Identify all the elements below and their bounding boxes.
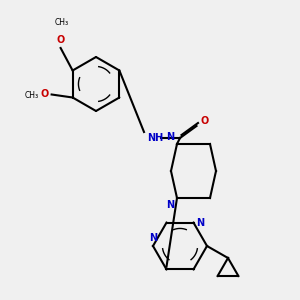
Text: CH₃: CH₃ — [55, 18, 69, 27]
Text: O: O — [201, 116, 209, 127]
Text: N: N — [196, 218, 205, 228]
Text: NH: NH — [147, 133, 163, 143]
Text: O: O — [56, 35, 65, 45]
Text: N: N — [166, 200, 174, 209]
Text: N: N — [166, 133, 174, 142]
Text: N: N — [149, 233, 157, 243]
Text: O: O — [40, 89, 49, 100]
Text: CH₃: CH₃ — [25, 92, 39, 100]
